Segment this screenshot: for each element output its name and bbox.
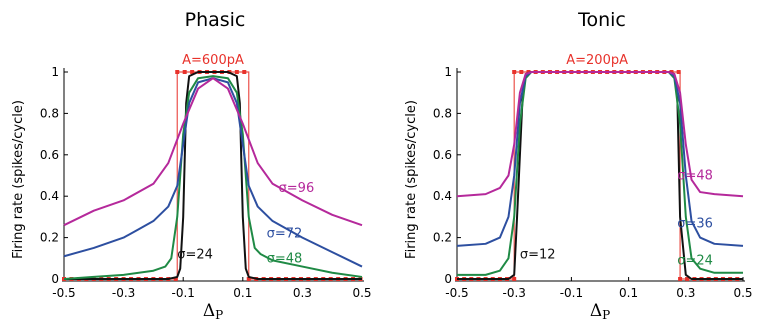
series-label: σ=72	[267, 227, 303, 242]
stimulus-marker	[182, 70, 187, 74]
y-tick-label: 0.6	[40, 148, 59, 162]
x-tick-label: -0.1	[560, 286, 583, 300]
y-axis-label: Firing rate (spikes/cycle)	[11, 100, 26, 259]
series-label: σ=24	[177, 247, 213, 262]
stimulus-marker	[242, 70, 247, 74]
stimulus-marker	[175, 70, 180, 74]
y-tick-label: 0.4	[433, 189, 452, 203]
series-label: σ=36	[677, 216, 713, 231]
x-tick-label: -0.3	[112, 286, 135, 300]
amplitude-label: A=600pA	[182, 53, 244, 68]
series-label: σ=12	[520, 247, 556, 262]
y-tick-label: 0.8	[433, 106, 452, 120]
y-tick-label: 0	[51, 272, 59, 286]
stimulus-marker	[246, 277, 251, 281]
y-tick-label: 0	[444, 272, 452, 286]
amplitude-label: A=200pA	[566, 53, 628, 68]
stimulus-marker	[678, 277, 683, 281]
stimulus-marker	[685, 277, 690, 281]
y-tick-label: 0.2	[433, 231, 452, 245]
series-line	[63, 77, 363, 268]
stimulus-marker	[512, 70, 517, 74]
x-tick-label: 0.3	[676, 286, 695, 300]
series-label: σ=48	[677, 169, 713, 184]
x-tick-label: -0.3	[502, 286, 525, 300]
x-tick-label: -0.5	[445, 286, 468, 300]
chart-title: Phasic	[185, 9, 246, 31]
chart-panel-phasic: Phasic Firing rate (spikes/cycle) ΔP 0 0.2 0.…	[11, 9, 372, 322]
series-line	[63, 75, 363, 280]
x-tick-label: 0.3	[293, 286, 312, 300]
series-label: σ=96	[279, 181, 315, 196]
x-tick-label: 0.1	[619, 286, 638, 300]
series-label: σ=48	[267, 251, 303, 266]
x-tick-label: 0.5	[352, 286, 371, 300]
x-tick-label: -0.1	[171, 286, 194, 300]
stimulus-outline	[64, 71, 362, 280]
x-axis-label: ΔP	[203, 301, 223, 322]
x-axis-label: ΔP	[590, 301, 610, 322]
stimulus-marker	[173, 277, 178, 281]
stimulus-marker	[190, 70, 195, 74]
y-tick-label: 0.6	[433, 148, 452, 162]
series-line	[64, 71, 362, 280]
stimulus-marker	[676, 70, 681, 74]
y-tick-label: 1	[444, 65, 452, 79]
chart-title: Tonic	[577, 9, 626, 31]
y-tick-label: 1	[51, 65, 59, 79]
stimulus-marker	[234, 70, 239, 74]
y-tick-label: 0.4	[40, 189, 59, 203]
stimulus-marker	[519, 70, 524, 74]
series-line	[63, 77, 363, 227]
y-axis-label: Firing rate (spikes/cycle)	[404, 100, 419, 259]
chart-panel-tonic: Tonic Firing rate (spikes/cycle) ΔP 0 0.2 0.4…	[404, 9, 753, 322]
series-label: σ=24	[677, 254, 713, 269]
series-line	[456, 71, 744, 198]
x-tick-label: -0.5	[52, 286, 75, 300]
x-tick-label: 0.5	[733, 286, 752, 300]
y-tick-label: 0.8	[40, 106, 59, 120]
x-tick-label: 0.1	[233, 286, 252, 300]
stimulus-marker	[512, 277, 517, 281]
y-tick-label: 0.2	[40, 231, 59, 245]
